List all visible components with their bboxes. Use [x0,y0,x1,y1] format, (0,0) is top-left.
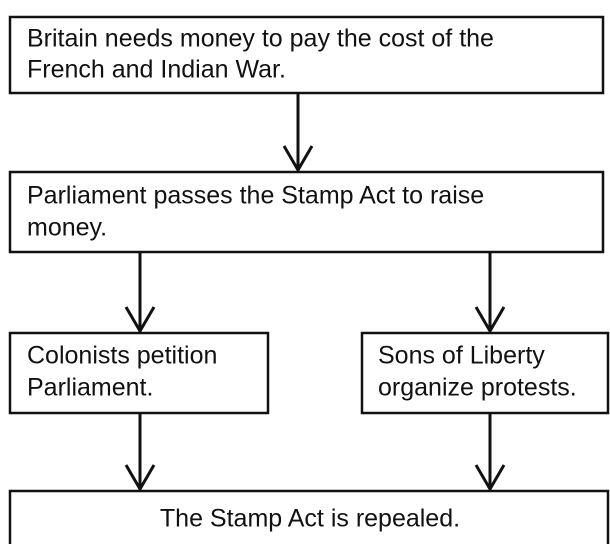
box [8,489,610,544]
node-label: Britain needs money to pay the cost of t… [27,25,494,53]
node-label: organize protests. [378,374,577,402]
arrow [124,93,506,492]
node-label: Colonists petition [27,342,217,370]
node-label: Sons of Liberty [378,342,545,370]
box [8,15,605,95]
box [8,170,605,254]
box [360,331,610,415]
node-label: money. [27,214,107,242]
node-label: The Stamp Act is repealed. [160,505,460,533]
node-label: French and Indian War. [27,56,286,84]
node-label: Parliament. [27,374,153,402]
box [8,331,270,415]
node-label: Parliament passes the Stamp Act to raise [27,182,484,210]
